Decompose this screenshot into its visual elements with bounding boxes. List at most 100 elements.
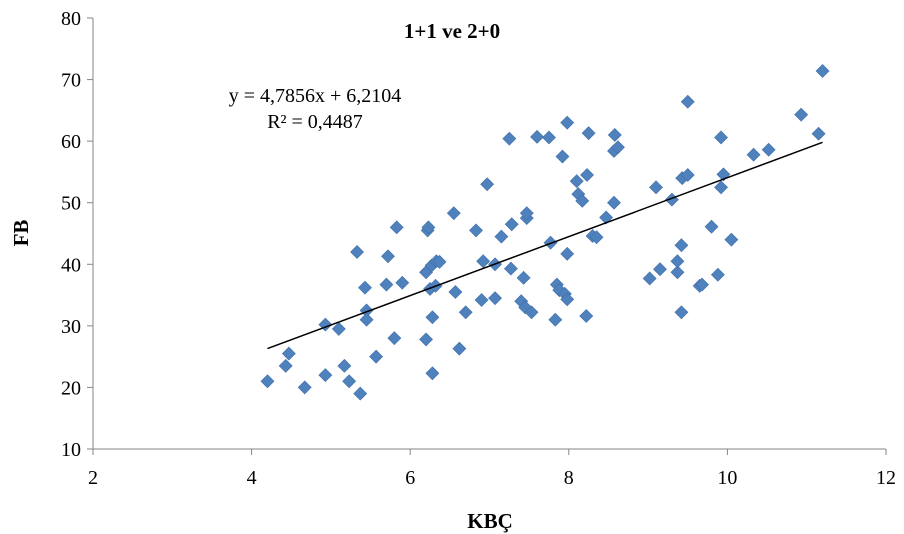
- data-point: [395, 275, 410, 290]
- data-point: [642, 271, 657, 286]
- data-point: [350, 245, 364, 259]
- data-point: [297, 380, 312, 395]
- data-point: [548, 312, 563, 327]
- data-point: [542, 130, 556, 145]
- x-axis-title: KBÇ: [467, 509, 513, 533]
- data-point: [278, 358, 293, 373]
- data-point: [670, 254, 685, 269]
- data-point: [342, 374, 357, 389]
- data-point: [560, 292, 575, 307]
- data-point: [714, 180, 728, 195]
- data-point: [387, 331, 402, 346]
- data-point: [761, 142, 776, 157]
- data-point: [649, 180, 663, 195]
- data-point: [575, 193, 590, 208]
- x-tick-label: 10: [717, 467, 737, 489]
- data-point: [379, 277, 394, 292]
- data-point: [815, 64, 830, 78]
- data-point: [504, 217, 519, 232]
- y-tick-label: 20: [61, 377, 81, 399]
- data-point: [503, 261, 518, 276]
- data-point: [710, 267, 725, 282]
- data-point: [446, 206, 461, 221]
- data-point: [569, 174, 584, 189]
- data-point: [516, 270, 531, 285]
- data-point: [555, 149, 570, 164]
- data-point: [474, 293, 489, 307]
- x-tick-label: 12: [876, 467, 896, 489]
- data-point: [724, 232, 739, 247]
- data-point: [674, 305, 689, 320]
- x-axis-ticks: 2 4 6 8 10 12: [88, 449, 896, 489]
- x-tick-label: 6: [405, 467, 415, 489]
- data-point: [579, 309, 594, 323]
- data-point: [452, 341, 467, 356]
- data-point: [560, 246, 575, 261]
- data-point: [530, 129, 545, 144]
- data-point: [458, 305, 473, 320]
- data-point: [359, 312, 374, 327]
- data-point: [260, 374, 275, 389]
- data-point: [469, 223, 483, 238]
- data-point: [389, 220, 404, 235]
- x-tick-label: 4: [247, 467, 257, 489]
- data-point: [502, 131, 517, 146]
- data-point: [794, 107, 809, 122]
- data-point: [607, 195, 621, 210]
- y-tick-label: 70: [61, 70, 81, 92]
- y-tick-label: 80: [61, 8, 81, 30]
- data-point: [599, 210, 613, 225]
- y-tick-label: 30: [61, 316, 81, 338]
- data-point: [331, 322, 346, 336]
- data-point: [432, 254, 447, 269]
- data-point: [811, 126, 826, 141]
- x-tick-label: 8: [564, 467, 574, 489]
- data-point: [369, 349, 384, 364]
- data-point: [494, 229, 509, 244]
- data-point: [680, 168, 695, 182]
- data-point: [488, 291, 502, 306]
- y-axis-ticks: 10 20 30 40 50 60 70 80: [61, 8, 93, 461]
- data-point: [581, 126, 596, 141]
- trendline: [267, 141, 823, 350]
- x-tick-label: 2: [88, 467, 98, 489]
- data-point: [611, 140, 625, 155]
- data-point: [353, 386, 368, 401]
- data-point: [674, 238, 689, 253]
- data-point: [476, 254, 491, 269]
- data-point: [425, 310, 440, 325]
- data-points: [260, 64, 830, 401]
- data-point: [448, 285, 463, 299]
- data-point: [560, 115, 575, 130]
- data-point: [519, 206, 534, 221]
- data-point: [746, 147, 761, 162]
- data-point: [695, 277, 709, 292]
- data-point: [419, 332, 433, 347]
- trendline-r2: R² = 0,4487: [267, 111, 363, 133]
- data-point: [425, 366, 440, 381]
- data-point: [337, 358, 352, 373]
- data-point: [680, 94, 695, 109]
- data-point: [589, 230, 604, 245]
- chart-title: 1+1 ve 2+0: [404, 19, 500, 43]
- data-point: [714, 130, 728, 145]
- data-point: [524, 305, 539, 320]
- data-point: [318, 368, 333, 383]
- y-tick-label: 10: [61, 439, 81, 461]
- trendline-equation: y = 4,7856x + 6,2104: [229, 85, 402, 107]
- data-point: [607, 128, 622, 142]
- y-tick-label: 60: [61, 131, 81, 153]
- data-point: [381, 249, 395, 264]
- data-point: [704, 219, 719, 234]
- y-tick-label: 50: [61, 193, 81, 215]
- data-point: [421, 220, 436, 235]
- y-axis-title: FB: [9, 220, 33, 247]
- data-point: [670, 265, 685, 280]
- data-point: [580, 168, 594, 182]
- data-point: [480, 177, 495, 192]
- y-tick-label: 40: [61, 254, 81, 276]
- data-point: [281, 346, 296, 361]
- data-point: [358, 280, 372, 295]
- data-point: [653, 262, 667, 277]
